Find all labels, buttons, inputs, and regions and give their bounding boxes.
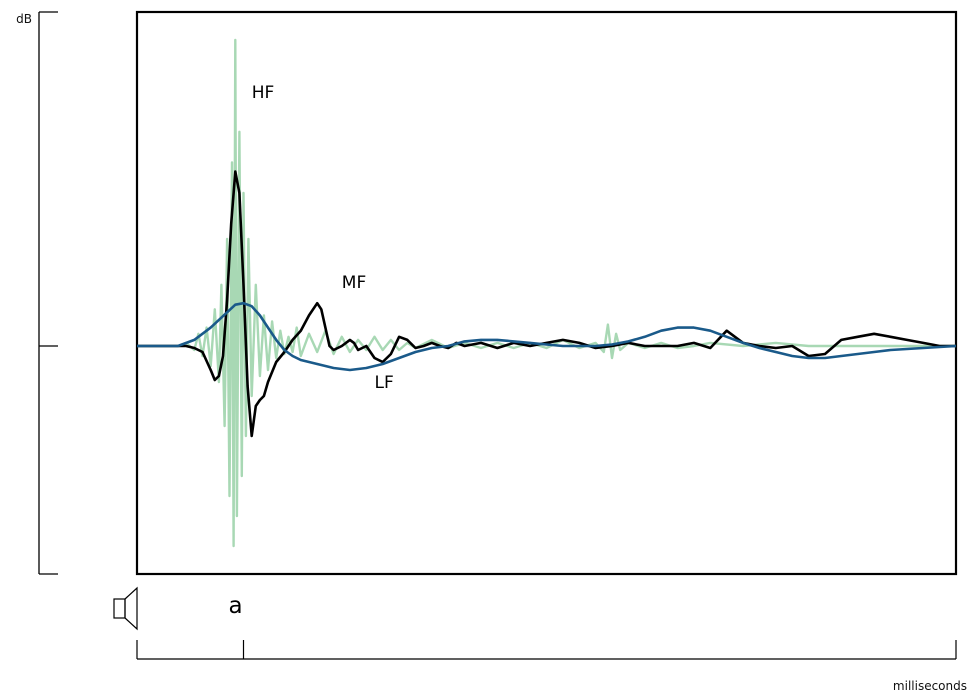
series-group <box>137 38 957 548</box>
speaker-icon <box>113 586 138 631</box>
x-axis: milliseconds <box>136 640 967 693</box>
series-label-hf: HF <box>252 83 275 103</box>
series-labels: HF MF LF <box>252 83 394 393</box>
y-axis-label: dB <box>16 12 32 26</box>
y-axis: dB <box>16 11 58 575</box>
series-line-lf <box>137 301 957 372</box>
plot-frame <box>135 10 958 576</box>
marker-label: a <box>228 593 242 619</box>
series-line-hf <box>137 38 956 548</box>
x-axis-label: milliseconds <box>893 679 967 693</box>
series-label-lf: LF <box>375 373 394 393</box>
series-label-mf: MF <box>342 273 366 293</box>
